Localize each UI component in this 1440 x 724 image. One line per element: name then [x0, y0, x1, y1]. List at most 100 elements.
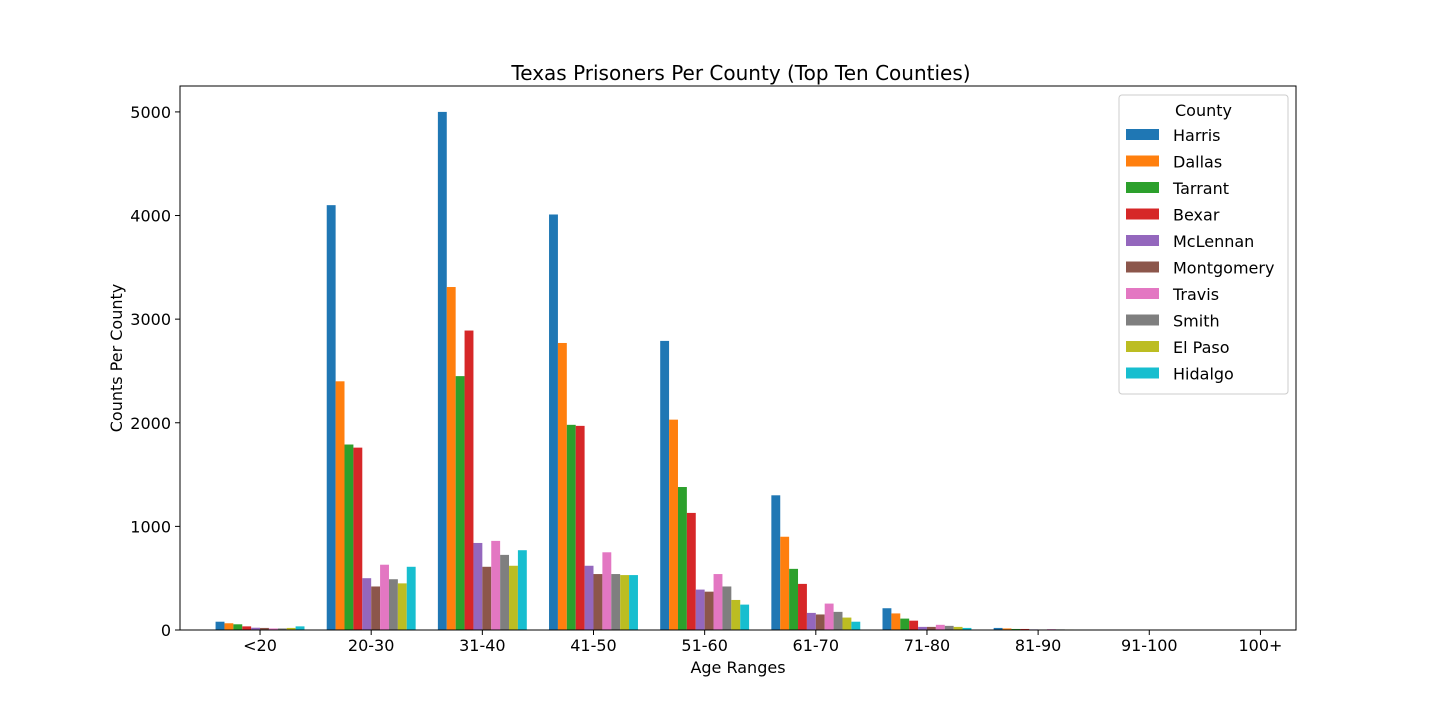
bar-hidalgo-3	[629, 575, 638, 630]
legend-swatch-tarrant	[1126, 182, 1159, 193]
y-tick-label: 2000	[130, 414, 171, 433]
bars-layer	[216, 112, 1225, 630]
legend-swatch-montgomery	[1126, 262, 1159, 273]
bar-smith-2	[500, 555, 509, 630]
x-tick-label: 20-30	[348, 636, 395, 655]
bar-bexar-5	[798, 584, 807, 630]
legend-label: El Paso	[1173, 338, 1230, 357]
legend-swatch-smith	[1126, 315, 1159, 326]
legend-swatch-mclennan	[1126, 235, 1159, 246]
legend-swatch-travis	[1126, 288, 1159, 299]
legend-label: Dallas	[1173, 153, 1222, 172]
x-tick-label: 41-50	[570, 636, 617, 655]
bar-tarrant-1	[345, 445, 354, 630]
x-tick-label: 61-70	[793, 636, 840, 655]
legend-label: Tarrant	[1172, 179, 1229, 198]
y-tick-label: 5000	[130, 103, 171, 122]
y-tick-label: 4000	[130, 207, 171, 226]
x-axis-label: Age Ranges	[690, 658, 785, 677]
bar-mclennan-1	[362, 578, 371, 630]
x-tick-label: 91-100	[1121, 636, 1178, 655]
bar-hidalgo-2	[518, 550, 527, 630]
bar-travis-5	[825, 604, 834, 630]
bar-dallas-3	[558, 343, 567, 630]
y-tick-label: 1000	[130, 517, 171, 536]
bar-travis-6	[936, 625, 945, 630]
bar-dallas-4	[669, 420, 678, 630]
chart-title: Texas Prisoners Per County (Top Ten Coun…	[510, 61, 970, 85]
bar-harris-3	[549, 214, 558, 630]
bar-bexar-3	[576, 426, 585, 630]
bar-dallas-6	[891, 613, 900, 630]
legend-swatch-el-paso	[1126, 341, 1159, 352]
bar-travis-3	[602, 552, 611, 630]
bar-el-paso-5	[842, 618, 851, 630]
legend-label: Smith	[1173, 312, 1220, 331]
bar-tarrant-5	[789, 569, 798, 630]
bar-bexar-6	[909, 621, 918, 630]
bar-montgomery-2	[482, 567, 491, 630]
bar-montgomery-3	[594, 574, 603, 630]
x-tick-label: 81-90	[1015, 636, 1062, 655]
legend-label: Travis	[1172, 285, 1219, 304]
legend-swatch-bexar	[1126, 209, 1159, 220]
bar-tarrant-0	[233, 624, 242, 630]
x-tick-label: 100+	[1238, 636, 1282, 655]
bar-hidalgo-0	[296, 626, 305, 630]
bar-dallas-5	[780, 537, 789, 630]
bar-dallas-1	[336, 381, 345, 630]
bar-travis-2	[491, 541, 500, 630]
bar-montgomery-4	[705, 592, 714, 630]
bar-mclennan-4	[696, 590, 705, 630]
bar-travis-1	[380, 565, 389, 630]
bar-el-paso-2	[509, 566, 518, 630]
bar-smith-5	[834, 612, 843, 630]
bar-el-paso-4	[731, 600, 740, 630]
legend-label: Montgomery	[1173, 259, 1274, 278]
bar-mclennan-3	[585, 566, 594, 630]
bar-bexar-1	[353, 448, 362, 630]
bar-mclennan-2	[473, 543, 482, 630]
bar-harris-6	[883, 608, 892, 630]
y-axis-label: Counts Per County	[107, 284, 126, 433]
bar-hidalgo-1	[407, 567, 416, 630]
bar-el-paso-1	[398, 583, 407, 630]
legend-title: County	[1175, 101, 1232, 120]
bar-harris-2	[438, 112, 447, 630]
bar-dallas-0	[224, 623, 233, 630]
bar-tarrant-2	[456, 376, 465, 630]
bar-travis-4	[714, 574, 723, 630]
bar-montgomery-5	[816, 614, 825, 630]
bar-bexar-4	[687, 513, 696, 630]
bar-harris-1	[327, 205, 336, 630]
bar-bexar-2	[465, 331, 474, 630]
bar-tarrant-3	[567, 425, 576, 630]
bar-el-paso-3	[620, 575, 629, 630]
legend-swatch-hidalgo	[1126, 368, 1159, 379]
y-tick-label: 0	[161, 621, 171, 640]
bar-hidalgo-4	[740, 605, 749, 630]
x-tick-label: <20	[243, 636, 277, 655]
legend: County Harris Dallas Tarrant Bexar McLennan Mo…	[1119, 95, 1288, 394]
bar-dallas-2	[447, 287, 456, 630]
bar-harris-4	[660, 341, 669, 630]
bar-smith-1	[389, 579, 398, 630]
legend-label: Harris	[1173, 126, 1221, 145]
bar-hidalgo-5	[851, 622, 860, 630]
bar-harris-5	[771, 495, 780, 630]
bar-tarrant-4	[678, 487, 687, 630]
x-tick-label: 71-80	[904, 636, 951, 655]
bar-tarrant-6	[900, 619, 909, 630]
y-tick-label: 3000	[130, 310, 171, 329]
bar-smith-6	[945, 626, 954, 630]
bar-montgomery-1	[371, 586, 380, 630]
bar-mclennan-5	[807, 613, 816, 630]
bar-harris-0	[216, 622, 225, 630]
legend-swatch-dallas	[1126, 156, 1159, 167]
bar-smith-3	[611, 574, 620, 630]
legend-label: Bexar	[1173, 206, 1220, 225]
x-tick-label: 51-60	[681, 636, 728, 655]
legend-label: McLennan	[1173, 232, 1254, 251]
